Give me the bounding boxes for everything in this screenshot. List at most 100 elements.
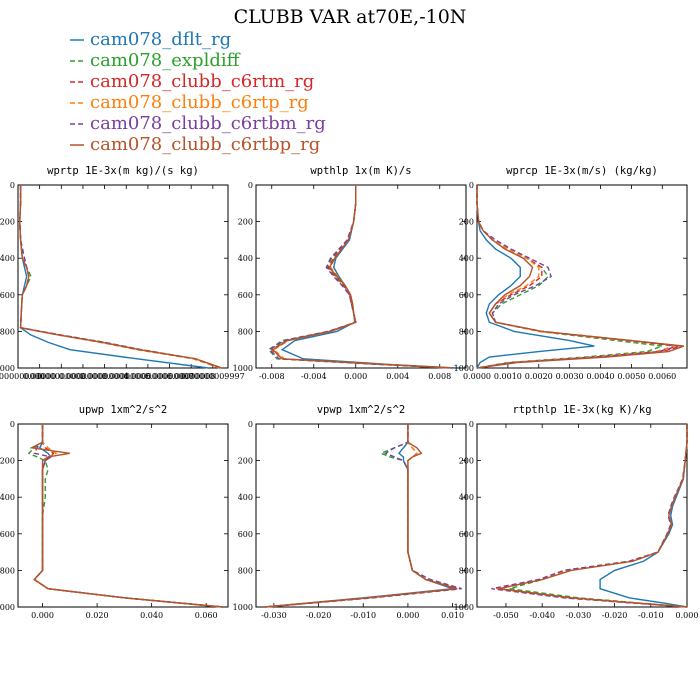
y-tick-label: 400 <box>238 254 253 263</box>
y-tick-label: 400 <box>0 493 15 502</box>
plot-frame <box>17 423 229 608</box>
x-tick-label: 0.000 <box>31 611 54 620</box>
legend-label: cam078_expldiff <box>90 50 241 71</box>
x-tick-label: 0.00000004 <box>80 372 128 381</box>
series-line-1 <box>280 185 456 369</box>
y-tick-label: 600 <box>0 530 15 539</box>
series-line-3 <box>498 424 688 608</box>
y-tick-label: 600 <box>0 291 15 300</box>
y-tick-label: 0 <box>248 420 253 429</box>
panel-title: wprcp 1E-3x(m/s) (kg/kg) <box>506 165 658 177</box>
y-tick-label: 0 <box>248 181 253 190</box>
x-tick-label: 0.060 <box>195 611 218 620</box>
y-tick-label: 1000 <box>454 603 474 612</box>
x-tick-label: 0.000 <box>396 611 419 620</box>
series-line-6 <box>476 185 685 369</box>
series-line-5 <box>264 424 462 608</box>
series-line-3 <box>33 424 223 608</box>
x-tick-label: 0.008 <box>428 372 451 381</box>
y-tick-label: 800 <box>459 327 474 336</box>
x-tick-label: -0.004 <box>301 372 327 381</box>
panel-title: vpwp 1xm^2/s^2 <box>317 404 406 416</box>
legend-label: cam078_clubb_c6rtm_rg <box>90 71 314 92</box>
series-line-6 <box>264 424 458 608</box>
x-tick-label: 0.000 <box>676 611 699 620</box>
series-line-4 <box>494 424 688 608</box>
y-tick-label: 0 <box>469 420 474 429</box>
x-tick-label: 0.00000002 <box>37 372 85 381</box>
series-line-6 <box>498 424 688 608</box>
x-tick-label: 0.0050 <box>617 372 645 381</box>
x-tick-label: 0.00000003 <box>59 372 107 381</box>
y-tick-label: 1000 <box>233 364 253 373</box>
y-tick-label: 200 <box>459 457 474 466</box>
x-tick-label: -0.030 <box>261 611 287 620</box>
legend: cam078_dflt_rgcam078_expldiffcam078_club… <box>70 29 326 155</box>
plot-frame <box>255 423 467 608</box>
x-tick-label: -0.008 <box>259 372 285 381</box>
series-line-1 <box>476 185 595 369</box>
x-tick-label: -0.040 <box>529 611 555 620</box>
x-tick-label: 0.0000 <box>463 372 491 381</box>
x-tick-label: 0.010 <box>441 611 464 620</box>
x-tick-label: 0.0030 <box>556 372 584 381</box>
series-line-4 <box>272 185 453 369</box>
x-tick-label: 0.000000000 <box>0 372 45 381</box>
y-tick-label: 600 <box>459 530 474 539</box>
y-tick-label: 600 <box>459 291 474 300</box>
panel-title: upwp 1xm^2/s^2 <box>79 404 168 416</box>
series-line-3 <box>270 185 453 369</box>
series-line-2 <box>27 424 223 608</box>
x-tick-label: 0.0060 <box>648 372 676 381</box>
y-tick-label: 800 <box>0 566 15 575</box>
x-tick-label: -0.050 <box>493 611 519 620</box>
x-tick-label: 0.00000 <box>23 372 56 381</box>
y-tick-label: 1000 <box>454 364 474 373</box>
legend-label: cam078_clubb_c6rtbp_rg <box>90 134 320 155</box>
y-tick-label: 0 <box>10 420 15 429</box>
x-tick-label: 0.00000009997 <box>181 372 245 381</box>
series-line-5 <box>19 185 222 369</box>
y-tick-label: 200 <box>238 218 253 227</box>
y-tick-label: 400 <box>459 493 474 502</box>
series-line-1 <box>599 424 688 608</box>
x-tick-label: 0.0040 <box>587 372 615 381</box>
x-tick-label: 0.00000005 <box>102 372 150 381</box>
y-tick-label: 200 <box>0 457 15 466</box>
x-tick-label: -0.020 <box>602 611 628 620</box>
x-tick-label: -0.010 <box>350 611 376 620</box>
y-tick-label: 0 <box>469 181 474 190</box>
series-line-1 <box>19 185 209 369</box>
series-line-5 <box>476 185 678 369</box>
y-tick-label: 600 <box>238 530 253 539</box>
panel-6: rtpthlp 1E-3x(kg K)/kg 0 200 400 600 800 1000 -… <box>454 404 699 620</box>
x-tick-label: 0.0010 <box>494 372 522 381</box>
series-line-3 <box>19 185 222 369</box>
x-tick-label: 0.000 <box>344 372 367 381</box>
series-line-6 <box>29 424 223 608</box>
panel-title: wprtp 1E-3x(m kg)/(s kg) <box>47 165 199 177</box>
panel-4: upwp 1xm^2/s^2 0 200 400 600 800 1000 0.000 0.02… <box>0 404 229 620</box>
y-tick-label: 800 <box>459 566 474 575</box>
panel-5: vpwp 1xm^2/s^2 0 200 400 600 800 1000 -0.030 -0.… <box>233 404 467 620</box>
y-tick-label: 600 <box>238 291 253 300</box>
plot-frame <box>476 184 688 369</box>
series-line-5 <box>491 424 688 608</box>
x-tick-label: -0.020 <box>306 611 332 620</box>
series-line-3 <box>476 185 682 369</box>
plot-frame <box>476 423 688 608</box>
series-line-2 <box>19 185 222 369</box>
y-tick-label: 800 <box>238 566 253 575</box>
series-line-1 <box>33 424 223 608</box>
series-line-1 <box>264 424 453 608</box>
panels: wprtp 1E-3x(m kg)/(s kg) 0 200 400 600 800 100… <box>0 165 698 620</box>
y-tick-label: 200 <box>459 218 474 227</box>
y-tick-label: 200 <box>0 218 15 227</box>
x-tick-label: 0.004 <box>386 372 409 381</box>
x-tick-label: -0.030 <box>566 611 592 620</box>
y-tick-label: 400 <box>0 254 15 263</box>
series-line-4 <box>476 185 675 369</box>
plot-frame <box>255 184 467 369</box>
series-line-4 <box>19 185 220 369</box>
